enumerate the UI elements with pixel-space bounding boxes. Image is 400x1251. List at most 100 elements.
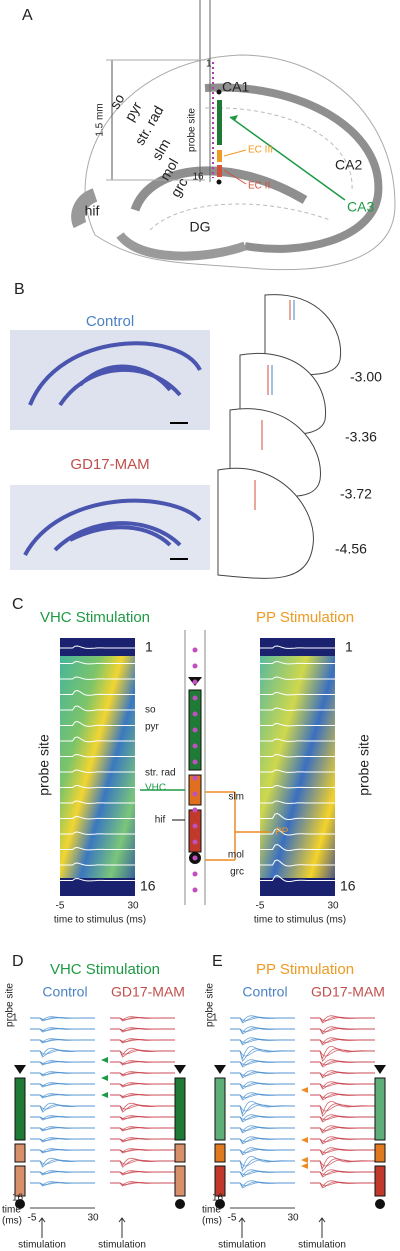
label: Control [242, 984, 287, 1000]
trace [110, 1157, 175, 1167]
lfp-trace [60, 753, 135, 758]
label: hif [85, 203, 100, 219]
trace [310, 1059, 375, 1067]
trace [110, 1047, 175, 1057]
label: CA2 [335, 157, 362, 173]
heatmaps [60, 630, 335, 905]
trace [110, 1137, 175, 1142]
label: -5 [28, 1213, 37, 1224]
lfp-trace [60, 769, 135, 773]
label: 30 [327, 901, 339, 912]
lfp-trace [260, 812, 335, 820]
label: -5 [56, 901, 65, 912]
lfp-trace [260, 722, 335, 727]
trace [30, 1093, 95, 1098]
lfp-trace [60, 877, 135, 882]
label: stimulation [298, 1240, 346, 1251]
probe-dot [192, 679, 198, 685]
label: 16 [192, 172, 204, 183]
trace [30, 1102, 95, 1112]
probe-red [374, 1165, 386, 1197]
trace [110, 1170, 175, 1175]
lfp-trace [60, 736, 135, 743]
trace [110, 1102, 175, 1112]
trace [30, 1148, 95, 1153]
label: time [202, 1205, 221, 1216]
label: 16 [140, 878, 156, 894]
trace [110, 1126, 175, 1131]
lfp-trace [60, 862, 135, 866]
trace [310, 1081, 375, 1089]
label: DG [190, 219, 211, 235]
probe-tip [175, 1199, 185, 1209]
trace [110, 1016, 175, 1021]
trace [310, 1156, 375, 1170]
lfp-trace [260, 691, 335, 696]
label: -5 [228, 1213, 237, 1224]
label: -3.00 [350, 369, 382, 385]
arrowhead [101, 1057, 108, 1063]
trace [30, 1016, 95, 1021]
label: 1 [145, 639, 153, 655]
label: GD17-MAM [111, 984, 185, 1000]
trace [110, 1038, 175, 1043]
trace [110, 1082, 175, 1087]
label: VHC Stimulation [40, 609, 150, 626]
label: 30 [87, 1213, 99, 1224]
label: Control [86, 313, 134, 330]
probe-dot [192, 743, 198, 749]
label: EC III [248, 145, 273, 156]
label: PP Stimulation [256, 961, 354, 978]
lfp-trace [260, 828, 335, 836]
label: time to stimulus (ms) [254, 915, 346, 926]
label: pyr [145, 722, 160, 733]
traces [14, 645, 386, 1238]
trace [230, 1026, 295, 1034]
probe-green [174, 1077, 186, 1141]
probe-dot [192, 663, 198, 669]
label: (ms) [202, 1216, 222, 1227]
trace [110, 1093, 175, 1098]
label: stimulation [18, 1240, 66, 1251]
trace [30, 1047, 95, 1057]
trace [110, 1115, 175, 1120]
label: CA1 [222, 79, 249, 95]
label: -5 [256, 901, 265, 912]
lfp-trace [60, 660, 135, 665]
label: mol [228, 850, 244, 861]
label: stimulation [98, 1240, 146, 1251]
label: 16 [12, 1193, 24, 1204]
lfp-trace [60, 815, 135, 820]
label: 1 [345, 639, 353, 655]
trace [230, 1136, 295, 1144]
probe-green [214, 1077, 226, 1141]
label: VHC [145, 783, 166, 794]
probe-orange [174, 1143, 186, 1163]
arrowhead [301, 1163, 308, 1169]
probe-top [174, 1065, 186, 1074]
probe-red [214, 1165, 226, 1197]
label: E [212, 953, 223, 970]
stim-arrow [118, 1217, 126, 1238]
probe-green [374, 1077, 386, 1141]
lfp-trace [60, 846, 135, 851]
label: 1 [212, 1013, 218, 1024]
label: so [145, 705, 156, 716]
probe-red [174, 1165, 186, 1197]
probe-green [14, 1077, 26, 1141]
lfp-trace [60, 831, 135, 835]
lfp-trace [60, 705, 135, 712]
probe-dot [192, 711, 198, 717]
trace [30, 1082, 95, 1087]
trace [30, 1170, 95, 1175]
trace [230, 1101, 295, 1115]
label: 16 [340, 878, 356, 894]
label: str. rad [145, 768, 176, 779]
label: slm [228, 792, 244, 803]
trace [110, 1071, 175, 1076]
label: 1.5 mm [95, 103, 106, 136]
lfp-trace [60, 720, 135, 727]
probe-tip [215, 1199, 225, 1209]
trace [230, 1156, 295, 1170]
label: -4.56 [335, 541, 367, 557]
